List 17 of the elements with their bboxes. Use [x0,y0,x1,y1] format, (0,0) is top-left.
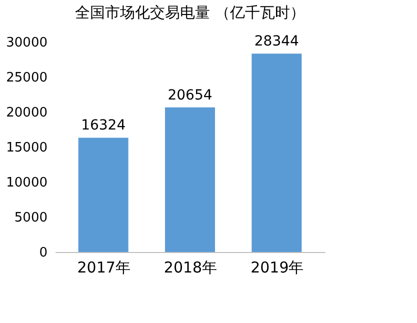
bar [252,54,302,252]
y-tick-label: 30000 [6,36,48,50]
y-tick-label: 20000 [6,106,48,120]
data-label: 28344 [254,34,300,50]
x-tick-label: 2017年 [77,258,130,276]
y-tick-label: 5000 [14,210,48,226]
y-tick-label: 10000 [6,176,48,190]
bar [165,107,215,252]
y-tick-label: 15000 [6,140,48,156]
y-tick-label: 0 [39,246,48,260]
x-tick-label: 2018年 [164,258,218,276]
data-label: 20654 [168,87,212,104]
x-tick-label: 2019年 [250,258,304,276]
y-tick-label: 25000 [6,70,48,86]
bar [78,138,128,252]
chart-title: 全国市场化交易电量 （亿千瓦时） [75,4,305,22]
data-label: 16324 [81,118,126,134]
